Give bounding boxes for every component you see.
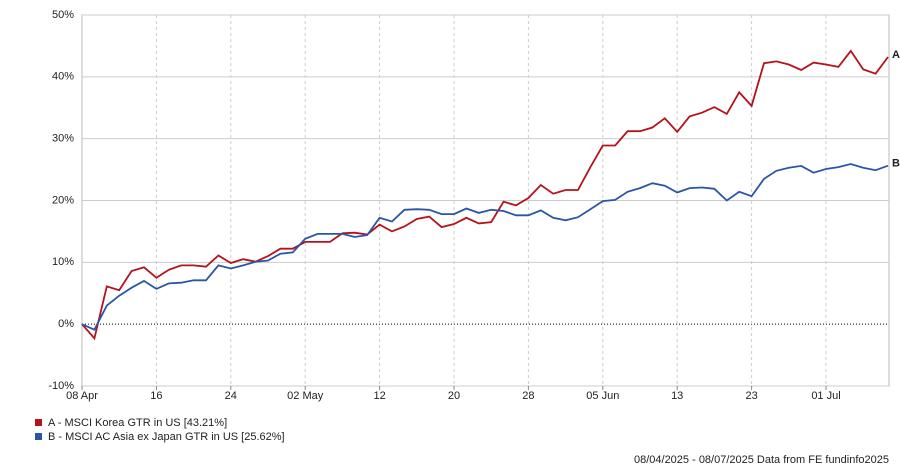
end-label: B: [892, 158, 900, 170]
x-tick-label: 20: [448, 390, 460, 402]
y-tick-label: 20%: [52, 194, 74, 206]
x-tick-label: 16: [150, 390, 162, 402]
series-line: [81, 163, 889, 331]
x-tick-label: 01 Jul: [811, 390, 840, 402]
x-tick-label: 08 Apr: [66, 390, 98, 402]
x-tick-label: 05 Jun: [586, 390, 619, 402]
y-tick-label: 0%: [58, 318, 74, 330]
legend-label: B - MSCI AC Asia ex Japan GTR in US [25.…: [48, 431, 285, 443]
x-tick-label: 13: [671, 390, 683, 402]
x-tick-label: 28: [522, 390, 534, 402]
y-tick-label: 50%: [52, 9, 74, 21]
y-tick-label: -10%: [48, 380, 74, 392]
x-tick-label: 12: [373, 390, 385, 402]
x-tick-label: 24: [225, 390, 237, 402]
legend-label: A - MSCI Korea GTR in US [43.21%]: [48, 417, 227, 429]
y-tick-label: 30%: [52, 133, 74, 145]
y-tick-label: 10%: [52, 256, 74, 268]
legend-swatch: [35, 419, 42, 426]
x-tick-label: 02 May: [287, 390, 324, 402]
x-tick-label: 23: [745, 390, 757, 402]
series-line: [81, 49, 889, 341]
legend-swatch: [35, 433, 42, 440]
source-note: 08/04/2025 - 08/07/2025 Data from FE fun…: [634, 454, 889, 466]
end-label: A: [892, 49, 900, 61]
y-tick-label: 40%: [52, 71, 74, 83]
